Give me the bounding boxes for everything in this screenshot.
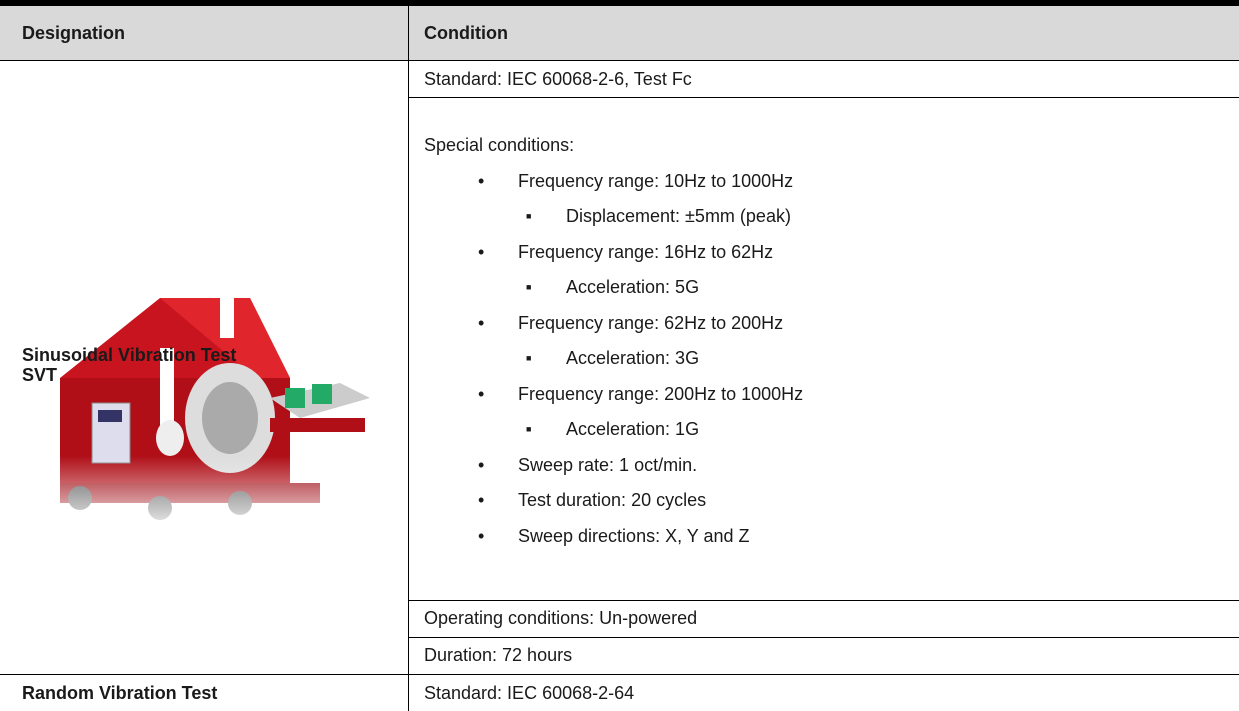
designation: SVT bbox=[22, 363, 57, 387]
list-item: Frequency range: 200Hz to 1000Hz bbox=[518, 382, 803, 406]
list-item: Test duration: 20 cycles bbox=[518, 488, 706, 512]
page: DesignationConditionSinusoidal Vibration… bbox=[0, 0, 1239, 711]
rule bbox=[0, 60, 1239, 61]
list-item: Sweep rate: 1 oct/min. bbox=[518, 453, 697, 477]
list-item: Frequency range: 62Hz to 200Hz bbox=[518, 311, 783, 335]
condition: Standard: IEC 60068-2-6, Test Fc bbox=[424, 67, 692, 91]
test-machine-image bbox=[40, 288, 380, 528]
list-item: Frequency range: 10Hz to 1000Hz bbox=[518, 169, 793, 193]
header-cell: Condition bbox=[424, 21, 508, 45]
sub-item: Displacement: ±5mm (peak) bbox=[566, 204, 791, 228]
list-item: Frequency range: 16Hz to 62Hz bbox=[518, 240, 773, 264]
designation: Random Vibration Test bbox=[22, 681, 217, 705]
condition: Standard: IEC 60068-2-64 bbox=[424, 681, 634, 705]
header-row bbox=[0, 6, 1239, 60]
bullet: • bbox=[478, 524, 484, 548]
bullet: • bbox=[478, 169, 484, 193]
bullet: ■ bbox=[526, 275, 531, 299]
list-item: Sweep directions: X, Y and Z bbox=[518, 524, 749, 548]
rule bbox=[408, 600, 1239, 601]
header-cell: Designation bbox=[22, 21, 125, 45]
bullet: • bbox=[478, 453, 484, 477]
bullet: ■ bbox=[526, 346, 531, 370]
sub-item: Acceleration: 5G bbox=[566, 275, 699, 299]
rule bbox=[408, 637, 1239, 638]
column-rule bbox=[408, 6, 409, 711]
rule bbox=[408, 97, 1239, 98]
bullet: • bbox=[478, 488, 484, 512]
rule bbox=[0, 674, 1239, 675]
sub-item: Acceleration: 3G bbox=[566, 346, 699, 370]
bullet: • bbox=[478, 311, 484, 335]
condition: Operating conditions: Un-powered bbox=[424, 606, 697, 630]
bullet: ■ bbox=[526, 204, 531, 228]
condition: Special conditions: bbox=[424, 133, 574, 157]
bullet: • bbox=[478, 240, 484, 264]
bullet: ■ bbox=[526, 417, 531, 441]
sub-item: Acceleration: 1G bbox=[566, 417, 699, 441]
condition: Duration: 72 hours bbox=[424, 643, 572, 667]
bullet: • bbox=[478, 382, 484, 406]
